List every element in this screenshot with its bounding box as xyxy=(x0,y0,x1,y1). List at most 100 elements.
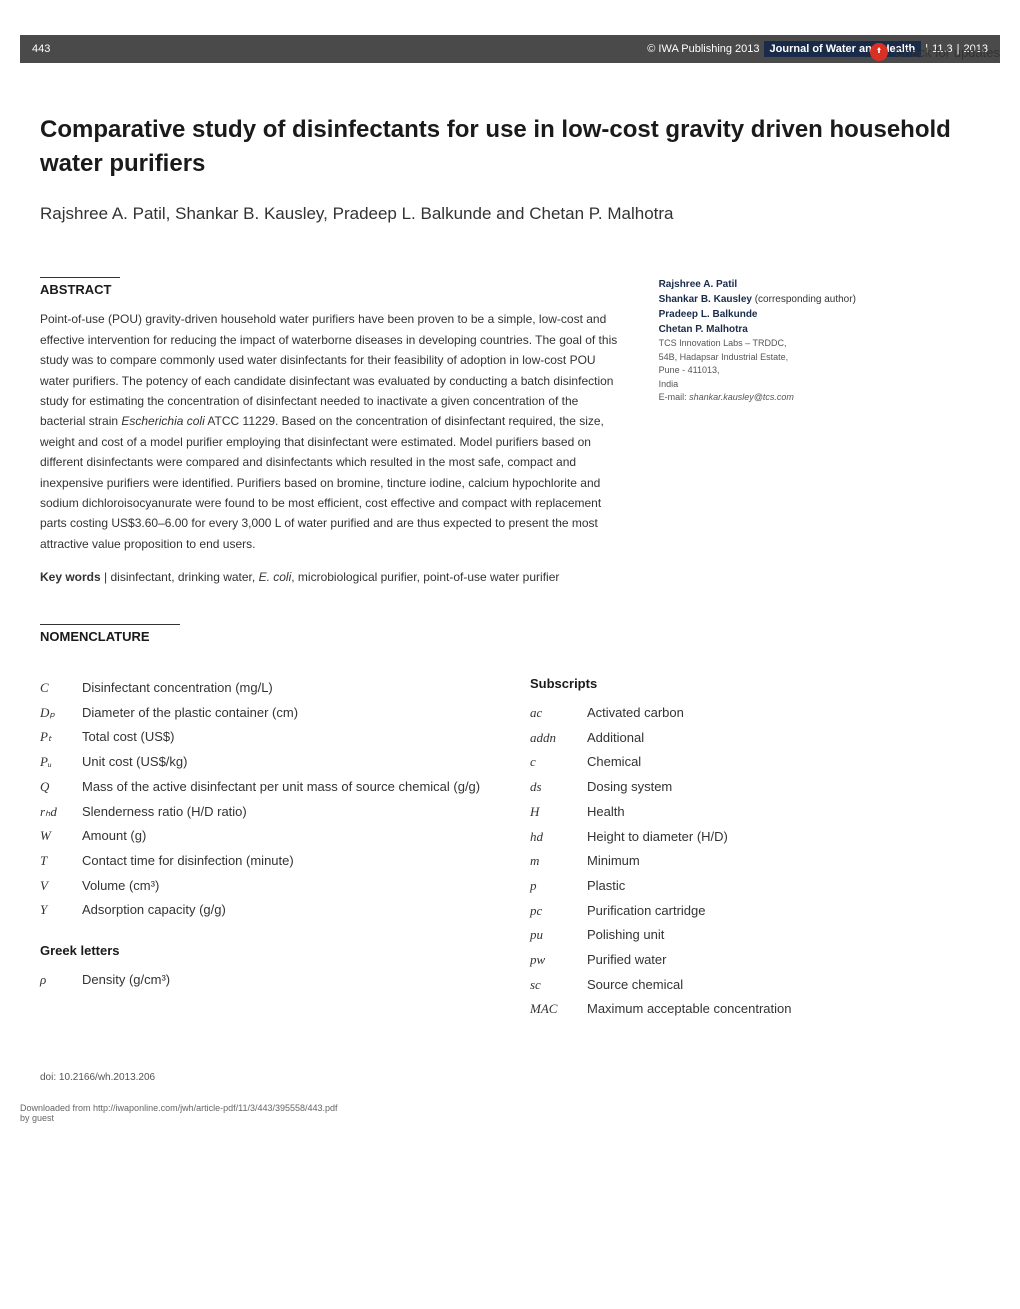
keywords-label: Key words xyxy=(40,570,101,584)
check-updates-link[interactable]: Check for updates xyxy=(870,43,1000,61)
affiliation-line2: 54B, Hadapsar Industrial Estate, xyxy=(659,351,980,365)
affiliation-line3: Pune - 411013, xyxy=(659,364,980,378)
nomenclature-item: MAC Maximum acceptable concentration xyxy=(530,997,980,1022)
nomenclature-description: Height to diameter (H/D) xyxy=(587,825,980,850)
nomenclature-description: Total cost (US$) xyxy=(82,725,490,750)
nomenclature-symbol: pw xyxy=(530,948,575,973)
nomenclature-symbol: V xyxy=(40,874,70,899)
nomenclature-item: rₕd Slenderness ratio (H/D ratio) xyxy=(40,800,490,825)
nomenclature-description: Polishing unit xyxy=(587,923,980,948)
nomenclature-description: Adsorption capacity (g/g) xyxy=(82,898,490,923)
doi: doi: 10.2166/wh.2013.206 xyxy=(0,1072,1020,1083)
nomenclature-symbol: T xyxy=(40,849,70,874)
author-info: Rajshree A. Patil Shankar B. Kausley (co… xyxy=(659,277,980,584)
nomenclature-item: pc Purification cartridge xyxy=(530,899,980,924)
nomenclature-description: Amount (g) xyxy=(82,824,490,849)
nomenclature-symbol: C xyxy=(40,676,70,701)
nomenclature-description: Plastic xyxy=(587,874,980,899)
nomenclature-symbol: ρ xyxy=(40,968,70,993)
nomenclature-description: Activated carbon xyxy=(587,701,980,726)
nomenclature-description: Volume (cm³) xyxy=(82,874,490,899)
affiliation-line1: TCS Innovation Labs – TRDDC, xyxy=(659,337,980,351)
nomenclature-symbol: sc xyxy=(530,973,575,998)
nomenclature-description: Density (g/cm³) xyxy=(82,968,490,993)
nomenclature-description: Chemical xyxy=(587,750,980,775)
nomenclature-item: ds Dosing system xyxy=(530,775,980,800)
nomenclature-description: Purified water xyxy=(587,948,980,973)
nomenclature-symbol: hd xyxy=(530,825,575,850)
nomenclature-item: W Amount (g) xyxy=(40,824,490,849)
nomenclature-item: Q Mass of the active disinfectant per uni… xyxy=(40,775,490,800)
author3: Pradeep L. Balkunde xyxy=(659,307,980,322)
nomenclature-description: Diameter of the plastic container (cm) xyxy=(82,701,490,726)
nomenclature-left: CDisinfectant concentration (mg/L)Dₚ Diam… xyxy=(40,676,490,1022)
nomenclature-description: Mass of the active disinfectant per unit… xyxy=(82,775,490,800)
nomenclature-description: Health xyxy=(587,800,980,825)
nomenclature-item: Pₜ Total cost (US$) xyxy=(40,725,490,750)
nomenclature-symbol: Pₜ xyxy=(40,725,70,750)
keywords-part2: , microbiological purifier, point-of-use… xyxy=(291,570,559,584)
affiliation-line4: India xyxy=(659,378,980,392)
nomenclature-item: sc Source chemical xyxy=(530,973,980,998)
nomenclature-symbol: rₕd xyxy=(40,800,70,825)
nomenclature-symbol: addn xyxy=(530,726,575,751)
nomenclature-item: ρ Density (g/cm³) xyxy=(40,968,490,993)
nomenclature-symbol: c xyxy=(530,750,575,775)
footer: Downloaded from http://iwaponline.com/jw… xyxy=(0,1083,1020,1128)
author4: Chetan P. Malhotra xyxy=(659,322,980,337)
nomenclature-symbol: pu xyxy=(530,923,575,948)
footer-line1: Downloaded from http://iwaponline.com/jw… xyxy=(20,1103,1020,1113)
nomenclature-item: c Chemical xyxy=(530,750,980,775)
nomenclature-item: Pᵤ Unit cost (US$/kg) xyxy=(40,750,490,775)
nomenclature-right: Subscripts acActivated carbonaddnAdditio… xyxy=(530,676,980,1022)
author1: Rajshree A. Patil xyxy=(659,277,980,292)
nomenclature-symbol: Dₚ xyxy=(40,701,70,726)
abstract-part1: Point-of-use (POU) gravity-driven househ… xyxy=(40,312,617,428)
copyright: © IWA Publishing 2013 xyxy=(647,43,759,55)
email: shankar.kausley@tcs.com xyxy=(689,392,794,402)
nomenclature-symbol: W xyxy=(40,824,70,849)
nomenclature-item: pw Purified water xyxy=(530,948,980,973)
nomenclature-symbol: ac xyxy=(530,701,575,726)
nomenclature-item: addn Additional xyxy=(530,726,980,751)
nomenclature-item: H Health xyxy=(530,800,980,825)
nomenclature-symbol: Q xyxy=(40,775,70,800)
nomenclature-item: ac Activated carbon xyxy=(530,701,980,726)
nomenclature-symbol: ds xyxy=(530,775,575,800)
nomenclature-item: TContact time for disinfection (minute) xyxy=(40,849,490,874)
nomenclature-item: CDisinfectant concentration (mg/L) xyxy=(40,676,490,701)
nomenclature-item: Y Adsorption capacity (g/g) xyxy=(40,898,490,923)
nomenclature-item: pu Polishing unit xyxy=(530,923,980,948)
page-number: 443 xyxy=(32,43,50,55)
authors: Rajshree A. Patil, Shankar B. Kausley, P… xyxy=(40,200,980,227)
nomenclature-symbol: pc xyxy=(530,899,575,924)
header-bar: 443 © IWA Publishing 2013 Journal of Wat… xyxy=(20,35,1000,63)
keywords: Key words | disinfectant, drinking water… xyxy=(40,570,619,584)
greek-heading: Greek letters xyxy=(40,943,490,958)
nomenclature-symbol: Y xyxy=(40,898,70,923)
nomenclature-symbol: MAC xyxy=(530,997,575,1022)
abstract-italic1: Escherichia coli xyxy=(121,414,204,428)
author2: Shankar B. Kausley xyxy=(659,294,752,305)
check-updates-label: Check for updates xyxy=(894,45,1000,60)
nomenclature-item: m Minimum xyxy=(530,849,980,874)
nomenclature-symbol: p xyxy=(530,874,575,899)
nomenclature-description: Minimum xyxy=(587,849,980,874)
nomenclature-symbol: m xyxy=(530,849,575,874)
nomenclature-description: Maximum acceptable concentration xyxy=(587,997,980,1022)
nomenclature-description: Slenderness ratio (H/D ratio) xyxy=(82,800,490,825)
abstract-text: Point-of-use (POU) gravity-driven househ… xyxy=(40,309,619,554)
nomenclature-description: Purification cartridge xyxy=(587,899,980,924)
nomenclature-item: p Plastic xyxy=(530,874,980,899)
nomenclature-description: Dosing system xyxy=(587,775,980,800)
corresponding: (corresponding author) xyxy=(752,294,856,305)
email-line: E-mail: shankar.kausley@tcs.com xyxy=(659,391,980,405)
nomenclature-description: Source chemical xyxy=(587,973,980,998)
nomenclature-item: hd Height to diameter (H/D) xyxy=(530,825,980,850)
nomenclature-symbol: H xyxy=(530,800,575,825)
nomenclature-description: Unit cost (US$/kg) xyxy=(82,750,490,775)
email-label: E-mail: xyxy=(659,392,690,402)
nomenclature-item: Dₚ Diameter of the plastic container (cm) xyxy=(40,701,490,726)
nomenclature-description: Additional xyxy=(587,726,980,751)
nomenclature-symbol: Pᵤ xyxy=(40,750,70,775)
